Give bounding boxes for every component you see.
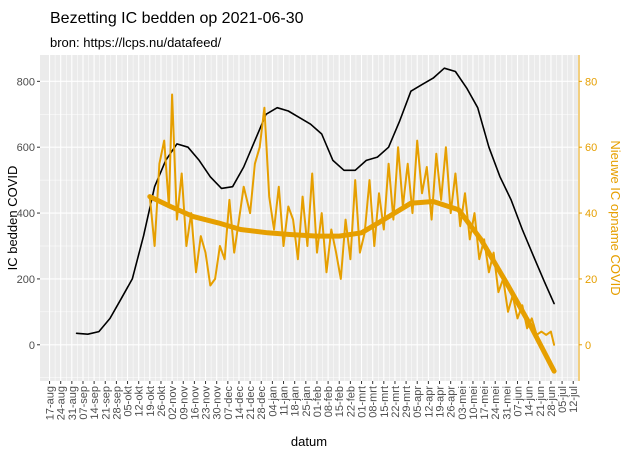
x-tick-label: 22-feb xyxy=(345,386,357,417)
y2-tick-label: 20 xyxy=(585,274,597,286)
marks xyxy=(75,67,557,374)
x-tick-label: 14-sep xyxy=(89,386,101,420)
chart-subtitle: bron: https://lcps.nu/datafeed/ xyxy=(50,35,222,50)
x-tick-label: 28-dec xyxy=(256,386,268,420)
x-tick-label: 31-aug xyxy=(67,386,79,420)
x-tick-label: 07-dec xyxy=(223,386,235,420)
y2-tick-label: 40 xyxy=(585,208,597,220)
x-tick-label: 12-jul xyxy=(568,386,580,413)
x-tick-label: 18-jan xyxy=(290,386,302,417)
x-tick-label: 10-mei xyxy=(468,386,480,420)
x-tick-label: 17-aug xyxy=(45,386,57,420)
x-tick-label: 21-dec xyxy=(245,386,257,420)
x-tick-label: 15-feb xyxy=(334,386,346,417)
x-tick-label: 15-mrt xyxy=(379,386,391,418)
x-tick-label: 19-okt xyxy=(145,386,157,417)
x-tick-label: 16-nov xyxy=(189,386,201,420)
series-ic-beds-line xyxy=(75,67,555,336)
x-tick-label: 14-dec xyxy=(234,386,246,420)
x-tick-label: 25-jan xyxy=(301,386,313,417)
x-axis-title: datum xyxy=(291,434,327,449)
x-tick-label: 01-mrt xyxy=(357,386,369,418)
x-tick-label: 08-mrt xyxy=(368,386,380,418)
x-tick-label: 03-mei xyxy=(457,386,469,420)
series-admissions-line xyxy=(148,93,556,346)
x-tick-label: 23-nov xyxy=(201,386,213,420)
x-tick-label: 07-jun xyxy=(513,386,525,417)
chart-title: Bezetting IC bedden op 2021-06-30 xyxy=(50,10,304,27)
x-tick-label: 26-apr xyxy=(446,386,458,418)
x-tick-label: 02-nov xyxy=(167,386,179,420)
x-tick-label: 21-jun xyxy=(535,386,547,417)
y2-tick-label: 0 xyxy=(585,340,591,352)
series-admissions-smooth-line xyxy=(147,194,557,374)
x-tick-label: 12-okt xyxy=(134,386,146,417)
x-tick-label: 21-sep xyxy=(100,386,112,420)
x-tick-label: 17-mei xyxy=(479,386,491,420)
x-tick-label: 19-apr xyxy=(435,386,447,418)
y2-axis-title: Nieuwe IC opname COVID xyxy=(608,140,623,295)
x-tick-label: 24-aug xyxy=(56,386,68,420)
x-tick-label: 05-okt xyxy=(123,386,135,417)
x-tick-label: 08-feb xyxy=(323,386,335,417)
x-tick-label: 24-mei xyxy=(490,386,502,420)
x-tick-label: 01-feb xyxy=(312,386,324,417)
y-axis-title: IC bedden COVID xyxy=(5,166,20,271)
x-tick-label: 26-okt xyxy=(156,386,168,417)
x-tick-label: 12-apr xyxy=(423,386,435,418)
x-tick-label: 04-jan xyxy=(267,386,279,417)
x-tick-label: 07-sep xyxy=(78,386,90,420)
x-tick-label: 14-jun xyxy=(524,386,536,417)
y-tick-label: 600 xyxy=(17,142,35,154)
y-tick-label: 400 xyxy=(17,208,35,220)
y2-tick-label: 80 xyxy=(585,76,597,88)
x-tick-label: 30-nov xyxy=(212,386,224,420)
x-tick-label: 22-mrt xyxy=(390,386,402,418)
x-tick-label: 28-sep xyxy=(111,386,123,420)
y2-tick-label: 60 xyxy=(585,142,597,154)
y-tick-label: 0 xyxy=(29,340,35,352)
x-tick-label: 29-mrt xyxy=(401,386,413,418)
y-tick-label: 800 xyxy=(17,76,35,88)
x-tick-label: 05-apr xyxy=(412,386,424,418)
x-tick-label: 28-jun xyxy=(546,386,558,417)
x-tick-label: 11-jan xyxy=(279,386,291,416)
x-tick-label: 05-jul xyxy=(557,386,569,413)
y-tick-label: 200 xyxy=(17,274,35,286)
axes: 17-aug 24-aug 31-aug 07-sep 14-sep 21-sep 28-s… xyxy=(17,55,597,420)
x-tick-label: 31-mei xyxy=(501,386,513,420)
x-tick-label: 09-nov xyxy=(178,386,190,420)
